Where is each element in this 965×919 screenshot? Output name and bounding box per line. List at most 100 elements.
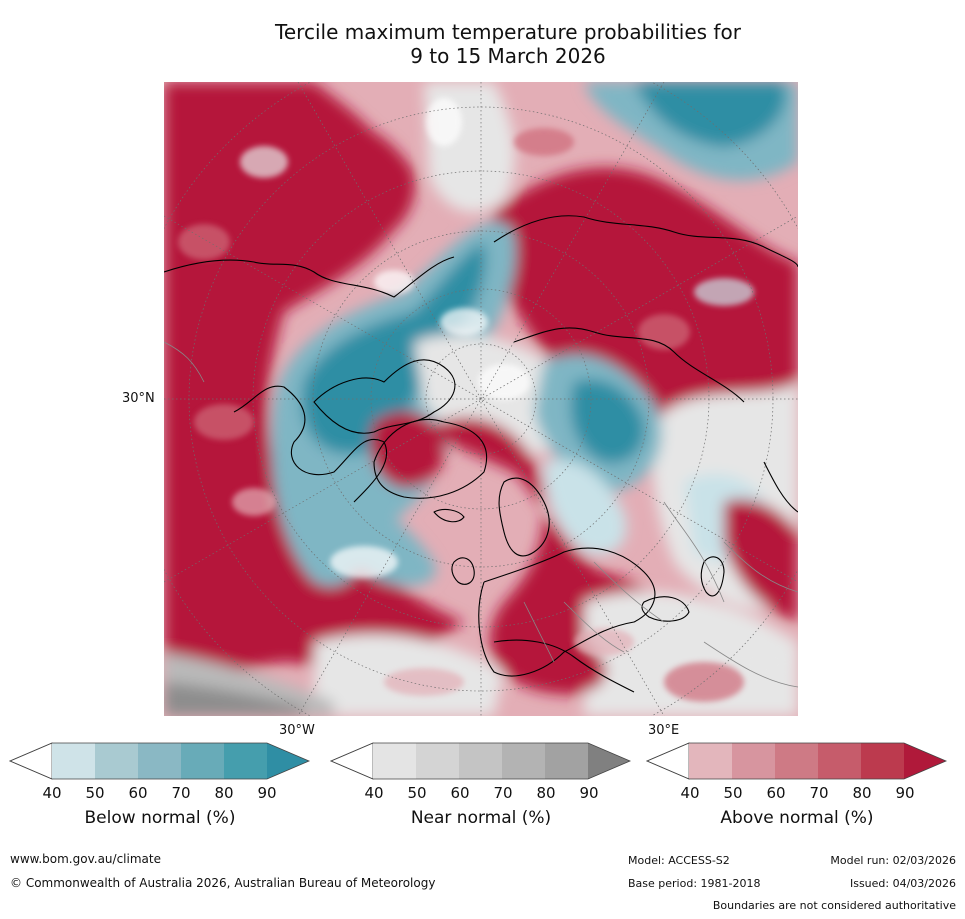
below-region-scandinavia [544,459,627,555]
legend-color-bin [732,743,775,779]
coastline-greenland [373,418,488,499]
probability-map [164,82,798,716]
coastline-alaska [164,256,455,298]
coastline-siberia-coast [513,327,745,403]
coastline-mediterranean [493,639,635,693]
coastline-arctic-islands [313,359,456,434]
legend-above-ticks: 40 50 60 70 80 90 [680,784,914,802]
legend-color-bin [818,743,861,779]
legend-below-tick: 90 [257,784,277,802]
legend-above-normal [645,742,948,780]
legend-above-tick: 70 [809,784,829,802]
coastline-uk [451,557,475,585]
texture-blob [330,546,398,578]
copyright-text: © Commonwealth of Australia 2026, Austra… [10,876,436,890]
legend-below-tick: 50 [85,784,105,802]
chart-title: Tercile maximum temperature probabilitie… [160,20,856,68]
legend-color-bin [52,743,95,779]
texture-blob [742,648,786,676]
legend-color-bin [95,743,138,779]
legend-above-svg [645,742,948,780]
legend-color-bin [138,743,181,779]
texture-blob [478,364,530,400]
texture-blob [178,224,230,260]
near-region-middle-east [584,591,798,716]
border-line [703,641,798,688]
border-line [663,501,725,603]
legend-above-tick: 50 [723,784,743,802]
base-period: Base period: 1981-2018 [628,877,761,890]
below-region-arctic-top-dark [634,82,786,147]
lon-label-30e: 30°E [648,723,680,738]
legend-near-svg [329,742,632,780]
website-link[interactable]: www.bom.gov.au/climate [10,852,161,866]
texture-blob [694,278,754,306]
legend-max-triangle [588,743,630,779]
legend-above-tick: 60 [766,784,786,802]
legend-near-tick: 60 [450,784,470,802]
title-line-1: Tercile maximum temperature probabilitie… [275,20,741,44]
legend-near-ticks: 40 50 60 70 80 90 [364,784,598,802]
near-region-bottom-left-dark [164,682,304,716]
graticule [164,82,798,716]
legend-below-tick: 70 [171,784,191,802]
legend-below-svg [8,742,311,780]
coastline-scandinavia [498,477,550,557]
legend-below-tick: 40 [42,784,62,802]
legend-max-triangle [904,743,946,779]
legend-near-tick: 50 [407,784,427,802]
map-svg [164,82,798,716]
legend-color-bin [502,743,545,779]
legend-min-triangle [329,742,374,780]
legend-outline [645,742,948,780]
coastline-caspian [700,556,725,597]
legend-max-triangle [267,743,309,779]
model-name: Model: ACCESS-S2 [628,854,730,867]
texture-blob [194,404,254,440]
legend-outline [329,742,632,780]
texture-blob [384,668,464,696]
legend-above-tick: 80 [852,784,872,802]
legend-color-bin [459,743,502,779]
legend-color-bin [689,743,732,779]
below-region-canada-dark [302,242,486,454]
legend-near-tick: 90 [579,784,599,802]
texture-blob [638,314,690,350]
border-line [523,601,555,663]
legend-color-bin [181,743,224,779]
texture-blob [440,308,488,336]
legend-near-tick: 40 [364,784,384,802]
legend-color-bin [224,743,267,779]
title-line-2: 9 to 15 March 2026 [410,44,606,68]
boundaries-disclaimer: Boundaries are not considered authoritat… [712,899,956,912]
coastline-iceland [433,508,465,523]
legend-below-tick: 80 [214,784,234,802]
border-line [164,341,205,383]
legend-color-bin [416,743,459,779]
above-region-greenland [370,411,445,488]
texture-blob [426,98,462,146]
border-line [563,601,625,653]
legend-near-tick: 70 [493,784,513,802]
lat-circle-70 [370,288,592,510]
model-run-date: Model run: 02/03/2026 [830,854,956,867]
legend-above-label: Above normal (%) [720,808,874,828]
legend-min-triangle [645,742,690,780]
above-region-north [259,109,416,257]
texture-blob [232,488,276,516]
country-borders [164,341,798,688]
legend-color-bin [775,743,818,779]
border-line [723,541,798,593]
legend-above-tick: 40 [680,784,700,802]
coastline-east-asia [763,461,798,513]
legend-near-normal [329,742,632,780]
legend-color-bin [545,743,588,779]
texture-blob [514,128,574,156]
lat-label-30n: 30°N [122,391,155,406]
legend-below-normal [8,742,311,780]
texture-blob [240,146,288,178]
coastline-black-sea [641,596,690,622]
border-line [593,561,665,623]
coastlines [164,215,798,693]
issued-date: Issued: 04/03/2026 [849,877,956,890]
